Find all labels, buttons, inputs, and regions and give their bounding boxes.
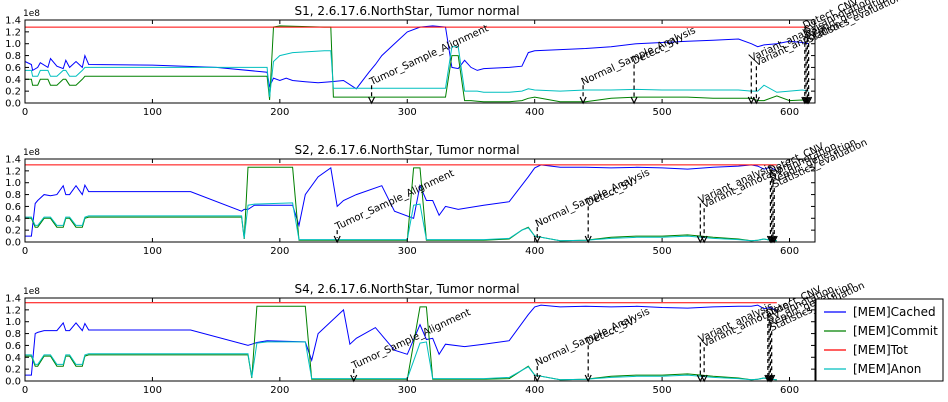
y-tick-label: 0.0 [5,377,21,388]
x-tick-label: 500 [653,385,672,396]
x-tick-label: 0 [22,385,28,396]
y-tick-label: 0.0 [5,238,21,249]
y-tick-label: 0.6 [5,341,21,352]
y-tick-label: 1.0 [5,317,21,328]
y-tick-label: 1.4 [5,16,21,27]
axes-frame [24,297,816,382]
y-tick-label: 1.0 [5,178,21,189]
x-tick-label: 100 [143,107,162,118]
y-tick-label: 0.8 [5,329,21,340]
legend-box [815,298,944,382]
chart-title: S2, 2.6.17.6.NorthStar, Tumor normal [294,143,519,157]
x-tick-label: 400 [525,107,544,118]
chart-panel-2: Tumor_Sample_Alignment Normal_Sample_Anal… [5,137,869,257]
y-tick-label: 0.6 [5,63,21,74]
series-line-memcommit [25,166,777,242]
y-tick-label: 0.8 [5,51,21,62]
y-offset-text: 1e8 [23,148,40,158]
annotation-label: Tumor_Sample_Alignment [333,168,456,233]
chart-panel-1: Tumor_Sample_Alignment Normal_Sample_Anal… [5,0,903,118]
y-tick-label: 0.8 [5,190,21,201]
y-tick-label: 0.4 [5,75,21,86]
series-line-memanon [25,46,809,98]
x-tick-label: 300 [398,385,417,396]
y-offset-text: 1e8 [23,287,40,297]
legend-label: [MEM]Cached [853,305,936,319]
x-tick-label: 200 [270,385,289,396]
x-tick-label: 400 [525,246,544,257]
legend: [MEM]Cached [MEM]Commit [MEM]Tot [MEM]Anon [815,298,944,382]
x-tick-label: 300 [398,246,417,257]
y-tick-label: 1.2 [5,166,21,177]
legend-label: [MEM]Commit [853,324,938,338]
y-tick-label: 0.4 [5,214,21,225]
annotation-label: Tumor_Sample_Alignment [367,23,490,88]
y-tick-label: 0.6 [5,202,21,213]
y-tick-label: 0.0 [5,99,21,110]
x-tick-label: 400 [525,385,544,396]
y-tick-label: 1.2 [5,27,21,38]
annotation-arrowhead [350,374,358,383]
series-line-memcached [25,164,778,237]
y-tick-label: 0.4 [5,353,21,364]
x-tick-label: 0 [22,246,28,257]
series-line-memcached [24,25,809,90]
legend-label: [MEM]Anon [853,362,921,376]
axes-frame [24,158,816,243]
series-line-memanon [25,202,777,242]
y-offset-text: 1e8 [23,9,40,19]
y-tick-label: 0.2 [5,365,21,376]
x-tick-label: 0 [22,107,28,118]
x-tick-label: 300 [398,107,417,118]
x-tick-label: 600 [780,107,799,118]
annotation-arrowhead [630,96,638,105]
x-tick-label: 500 [653,107,672,118]
y-tick-label: 1.4 [5,294,21,305]
x-tick-label: 100 [143,246,162,257]
y-tick-label: 0.2 [5,87,21,98]
chart-title: S4, 2.6.17.6.NorthStar, Tumor normal [294,282,519,296]
x-tick-label: 200 [270,107,289,118]
y-tick-label: 1.2 [5,305,21,316]
annotation-arrowhead [368,96,376,105]
x-tick-label: 600 [780,246,799,257]
x-tick-label: 500 [653,246,672,257]
x-tick-label: 200 [270,246,289,257]
y-tick-label: 0.2 [5,226,21,237]
series-line-memcached [25,304,778,376]
axes-frame [24,19,816,104]
x-tick-label: 600 [780,385,799,396]
y-tick-label: 1.4 [5,155,21,166]
y-tick-label: 1.0 [5,39,21,50]
legend-label: [MEM]Tot [853,343,908,357]
chart-title: S1, 2.6.17.6.NorthStar, Tumor normal [294,4,519,18]
annotation-arrowhead [333,235,341,244]
x-tick-label: 100 [143,385,162,396]
chart-panel-3: Tumor_Sample_Alignment Normal_Sample_Anal… [5,280,866,396]
annotation-label: Tumor_Sample_Alignment [349,307,472,372]
